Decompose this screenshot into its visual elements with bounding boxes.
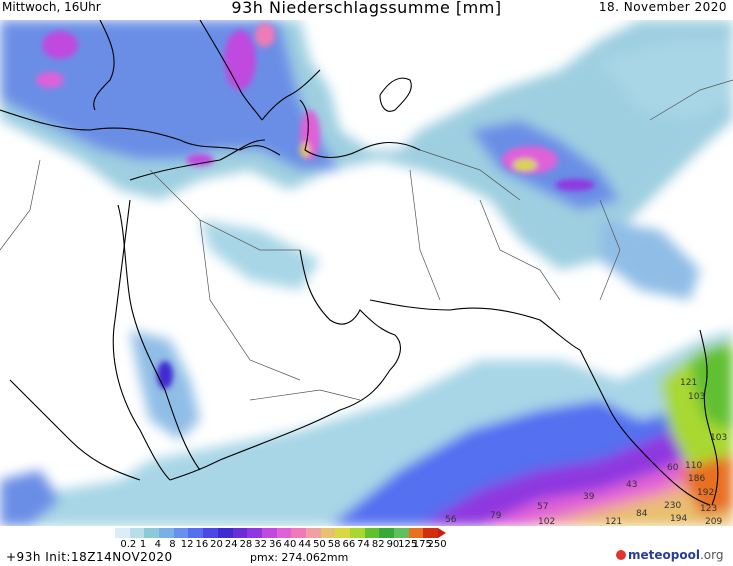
value-label: 60 — [667, 463, 679, 473]
colorbar-swatch — [129, 528, 145, 538]
colorbar-tick-label: 90 — [386, 539, 400, 550]
colorbar-tick-label: 16 — [195, 539, 209, 550]
value-label: 209 — [705, 517, 722, 526]
colorbar-tick-label: 74 — [357, 539, 370, 550]
logo-text: meteopool — [628, 548, 700, 562]
colorbar-swatch — [203, 528, 218, 538]
coastlines — [0, 19, 719, 506]
colorbar-tick-label: 58 — [327, 539, 341, 550]
colorbar-swatch — [320, 528, 336, 538]
value-label: 103 — [688, 392, 705, 402]
colorbar-tick-label: 24 — [224, 539, 238, 550]
value-label: 110 — [685, 461, 702, 471]
colorbar-swatch — [159, 528, 174, 538]
colorbar-swatch — [423, 528, 439, 538]
meteopool-logo[interactable]: meteopool.org — [616, 548, 723, 562]
colorbar-swatch — [364, 528, 380, 538]
colorbar-tick-label: 8 — [169, 539, 176, 550]
colorbar-swatch — [261, 528, 277, 538]
value-label: 186 — [688, 474, 705, 484]
colorbar-tick-label: 36 — [268, 539, 282, 550]
colorbar-tick-label: 250 — [427, 539, 447, 550]
value-label: 57 — [537, 502, 548, 512]
precipitation-map: 121 103 110 103 186 192 230 123 194 209 … — [0, 19, 733, 527]
colorbar-tick-label: 40 — [283, 539, 297, 550]
colorbar-tick-label: 4 — [154, 539, 161, 550]
colorbar-tick-label: 82 — [371, 539, 385, 550]
value-label: 84 — [636, 509, 648, 519]
colorbar-swatch — [350, 528, 365, 538]
colorbar — [115, 528, 447, 538]
value-label: 123 — [700, 504, 717, 514]
map-title: 93h Niederschlagssumme [mm] — [231, 0, 502, 17]
colorbar-tick-label: 44 — [298, 539, 312, 550]
colorbar-tick-label: 66 — [342, 539, 356, 550]
footer: 0.2 1 4 8 12 16 20 24 28 32 36 40 44 50 58 66 74 82 90 125 1… — [0, 526, 733, 566]
max-precip: pmx: 274.062mm — [250, 551, 349, 564]
header: Mittwoch, 16Uhr 93h Niederschlagssumme [… — [0, 0, 733, 20]
colorbar-tick-label: 20 — [210, 539, 223, 550]
colorbar-swatch — [173, 528, 189, 538]
value-label: 79 — [490, 511, 502, 521]
colorbar-tick-label: 12 — [180, 539, 194, 550]
init-time: +93h Init:18Z14NOV2020 — [6, 550, 173, 564]
colorbar-swatch — [232, 528, 248, 538]
value-label: 43 — [626, 480, 637, 490]
value-label: 192 — [697, 488, 714, 498]
value-label: 103 — [710, 433, 727, 443]
colorbar-swatch — [217, 528, 233, 538]
colorbar-swatch — [379, 528, 395, 538]
colorbar-tick-label: 32 — [254, 539, 268, 550]
colorbar-tick-label: 175 — [412, 539, 432, 550]
value-label: 56 — [445, 515, 457, 525]
value-label: 121 — [680, 378, 697, 388]
colorbar-labels: 0.2 1 4 8 12 16 20 24 28 32 36 40 44 50 58 66 74 82 90 125 1… — [0, 539, 733, 551]
colorbar-swatch — [188, 528, 204, 538]
colorbar-tick-label: 125 — [398, 539, 418, 550]
colorbar-swatch — [305, 528, 321, 538]
logo-tld: .org — [699, 548, 724, 562]
colorbar-swatch — [394, 528, 409, 538]
colorbar-tick-label: 0.2 — [120, 539, 137, 550]
colorbar-swatch — [144, 528, 160, 538]
valid-date: 18. November 2020 — [598, 0, 727, 14]
colorbar-swatch — [291, 528, 306, 538]
logo-icon — [616, 550, 626, 560]
value-label: 39 — [583, 492, 595, 502]
colorbar-swatch — [115, 528, 130, 538]
value-label: 121 — [605, 517, 622, 526]
colorbar-swatch — [335, 528, 350, 538]
colorbar-swatch — [408, 528, 424, 538]
value-label: 230 — [664, 501, 681, 511]
colorbar-swatch — [247, 528, 262, 538]
valid-time: Mittwoch, 16Uhr — [2, 0, 101, 14]
heavy-precip-cores — [36, 23, 595, 389]
map-value-labels: 121 103 110 103 186 192 230 123 194 209 … — [445, 378, 727, 527]
colorbar-tick-label: 28 — [239, 539, 253, 550]
value-label: 194 — [670, 514, 687, 524]
borders — [0, 79, 733, 401]
value-label: 102 — [538, 517, 555, 526]
colorbar-arrow — [438, 528, 447, 538]
colorbar-swatch — [276, 528, 292, 538]
colorbar-tick-label: 1 — [139, 539, 147, 550]
colorbar-tick-label: 50 — [313, 539, 326, 550]
